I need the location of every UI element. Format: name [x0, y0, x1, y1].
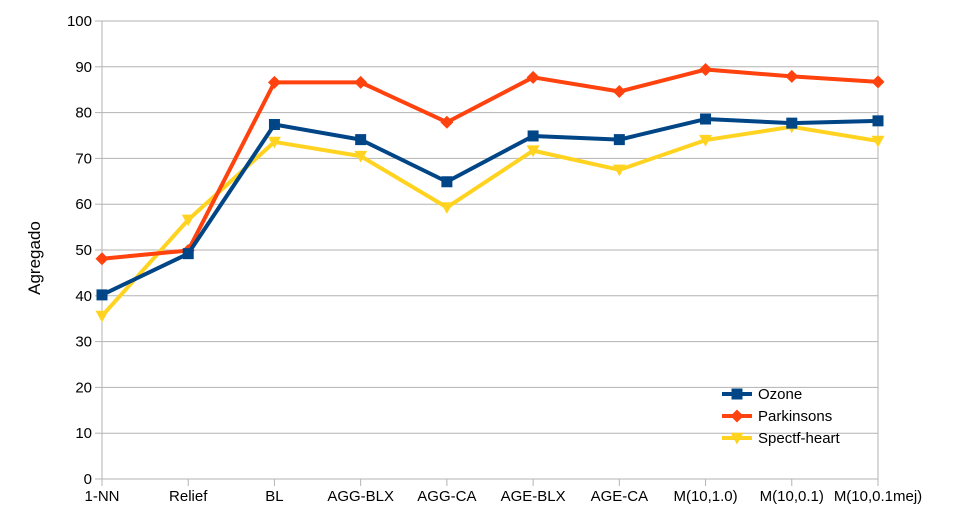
y-tick-label: 40: [75, 288, 92, 305]
legend-label: Spectf-heart: [758, 430, 841, 447]
x-tick-label: 1-NN: [84, 488, 119, 505]
y-axis-title: Agregado: [25, 221, 44, 295]
data-point-parkinsons: [699, 63, 713, 77]
series-line-spectf-heart: [100, 124, 879, 318]
legend-item-spectf-heart: Spectf-heart: [722, 430, 841, 447]
data-point-parkinsons: [871, 75, 885, 89]
legend-label: Ozone: [758, 386, 802, 403]
legend-label: Parkinsons: [758, 408, 832, 425]
data-point-parkinsons: [612, 85, 626, 99]
data-point-ozone: [527, 130, 539, 142]
data-point-spectf-heart: [267, 136, 281, 149]
data-point-parkinsons: [95, 252, 109, 266]
x-tick-label: AGG-CA: [417, 488, 476, 505]
y-tick-label: 80: [75, 105, 92, 122]
series-line-ozone: [101, 117, 879, 297]
data-point-ozone: [786, 117, 798, 129]
y-tick-label: 70: [75, 150, 92, 167]
legend-item-ozone: Ozone: [722, 386, 802, 403]
y-tick-label: 90: [75, 59, 92, 76]
series-group: [95, 63, 885, 323]
y-tick-label: 50: [75, 242, 92, 259]
data-point-ozone: [441, 176, 453, 188]
x-tick-label: Relief: [169, 488, 208, 505]
data-point-spectf-heart: [526, 145, 540, 158]
data-point-ozone: [96, 289, 108, 301]
data-point-spectf-heart: [871, 135, 885, 148]
series-line-parkinsons: [101, 67, 879, 261]
x-tick-label: M(10,0.1): [760, 488, 824, 505]
data-point-spectf-heart: [440, 202, 454, 214]
legend-item-parkinsons: Parkinsons: [722, 408, 832, 425]
y-tick-label: 10: [75, 425, 92, 442]
data-point-spectf-heart: [181, 214, 195, 227]
legend: Ozone Parkinsons Spectf-heart: [722, 386, 841, 447]
y-tick-label: 30: [75, 334, 92, 351]
x-tick-label: AGE-CA: [591, 488, 649, 505]
data-point-spectf-heart: [95, 310, 109, 323]
series-ozone: [96, 113, 884, 301]
y-tick-label: 0: [84, 471, 92, 488]
x-tick-label: AGG-BLX: [327, 488, 394, 505]
x-axis-ticks: 1-NN Relief BL AGG-BLX AGG-CA AGE-BLX AGE-CA M(…: [84, 479, 922, 505]
x-tick-label: M(10,1.0): [673, 488, 737, 505]
y-axis-ticks: 0 10 20 30 40 50 60 70 80 90 100: [67, 13, 102, 488]
y-tick-label: 100: [67, 13, 92, 30]
data-point-parkinsons: [354, 75, 368, 89]
series-spectf-heart: [95, 121, 885, 323]
data-point-ozone: [700, 113, 712, 125]
data-point-parkinsons: [785, 69, 799, 83]
data-point-ozone: [872, 115, 884, 127]
y-tick-label: 20: [75, 379, 92, 396]
y-tick-label: 60: [75, 196, 92, 213]
data-point-spectf-heart: [699, 134, 713, 147]
data-point-ozone: [355, 134, 367, 146]
data-point-spectf-heart: [612, 164, 626, 177]
legend-marker: [731, 388, 743, 400]
x-tick-label: M(10,0.1mej): [834, 488, 922, 505]
data-point-ozone: [613, 134, 625, 146]
data-point-parkinsons: [267, 75, 281, 89]
legend-marker: [730, 409, 744, 423]
data-point-spectf-heart: [354, 150, 368, 163]
gridlines: [102, 20, 878, 480]
x-tick-label: AGE-BLX: [501, 488, 566, 505]
series-parkinsons: [95, 63, 885, 266]
data-point-parkinsons: [526, 70, 540, 84]
legend-marker: [730, 432, 744, 445]
data-point-ozone: [268, 119, 280, 131]
data-point-ozone: [182, 248, 194, 260]
x-tick-label: BL: [265, 488, 283, 505]
data-point-parkinsons: [440, 115, 454, 129]
